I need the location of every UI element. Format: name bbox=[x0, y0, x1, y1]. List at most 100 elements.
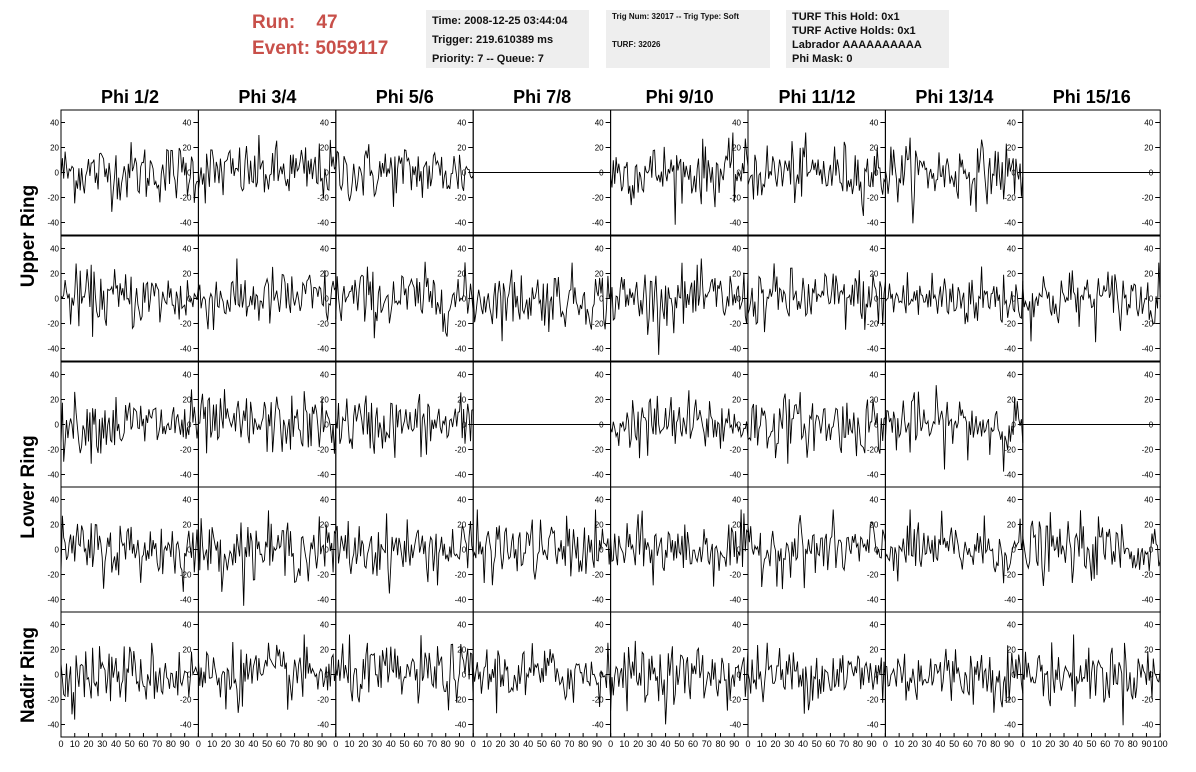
panel-frame bbox=[335, 486, 474, 613]
waveform-trace bbox=[335, 144, 474, 207]
y-tick-label: 20 bbox=[1144, 396, 1153, 405]
y-tick-label: 0 bbox=[737, 546, 742, 555]
y-tick-label: -20 bbox=[47, 571, 59, 580]
y-tick-label: 40 bbox=[869, 245, 878, 254]
y-tick-label: -20 bbox=[180, 194, 192, 203]
y-tick-label: 40 bbox=[732, 371, 741, 380]
x-tick-label: 30 bbox=[922, 739, 932, 749]
turf-active-text: TURF Active Holds: 0x1 bbox=[792, 25, 916, 37]
x-tick-label: 10 bbox=[207, 739, 217, 749]
waveform-trace bbox=[60, 642, 199, 720]
x-tick-label: 0 bbox=[1020, 739, 1025, 749]
y-tick-label: 20 bbox=[50, 646, 59, 655]
y-tick-label: -20 bbox=[180, 320, 192, 329]
y-tick-label: 20 bbox=[732, 144, 741, 153]
y-tick-label: -20 bbox=[47, 696, 59, 705]
panel-frame bbox=[1022, 235, 1161, 362]
waveform-trace bbox=[60, 263, 199, 337]
y-tick-label: -40 bbox=[180, 345, 192, 354]
y-tick-label: 40 bbox=[595, 371, 604, 380]
y-tick-label: -20 bbox=[729, 571, 741, 580]
y-tick-label: 40 bbox=[182, 496, 191, 505]
x-tick-label: 70 bbox=[1114, 739, 1124, 749]
x-tick-label: 30 bbox=[509, 739, 519, 749]
x-tick-label: 10 bbox=[70, 739, 80, 749]
waveform-trace bbox=[472, 642, 612, 714]
x-tick-label: 70 bbox=[977, 739, 987, 749]
y-tick-label: -20 bbox=[592, 320, 604, 329]
y-tick-label: 20 bbox=[869, 270, 878, 279]
y-tick-label: 20 bbox=[457, 270, 466, 279]
panel-frame bbox=[197, 611, 337, 738]
x-tick-label: 20 bbox=[358, 739, 368, 749]
waveform-trace bbox=[610, 509, 749, 587]
y-tick-label: -20 bbox=[317, 696, 329, 705]
y-tick-label: -20 bbox=[1142, 446, 1154, 455]
y-tick-label: -40 bbox=[1142, 345, 1154, 354]
y-tick-label: -20 bbox=[592, 696, 604, 705]
labrador-text: Labrador AAAAAAAAAA bbox=[792, 39, 922, 51]
y-tick-label: -40 bbox=[180, 721, 192, 730]
x-tick-label: 40 bbox=[661, 739, 671, 749]
x-tick-label: 90 bbox=[180, 739, 190, 749]
y-tick-label: -20 bbox=[1004, 194, 1016, 203]
phi-header: Phi 5/6 bbox=[375, 87, 434, 107]
turf-num-text: TURF: 32026 bbox=[612, 40, 661, 49]
x-tick-label: 80 bbox=[578, 739, 588, 749]
x-tick-label: 70 bbox=[564, 739, 574, 749]
y-tick-label: 0 bbox=[462, 169, 467, 178]
y-tick-label: 20 bbox=[595, 396, 604, 405]
x-tick-label: 80 bbox=[1128, 739, 1138, 749]
waveform-trace bbox=[884, 385, 1024, 472]
time-text: Time: 2008-12-25 03:44:04 bbox=[432, 15, 568, 27]
waveform-trace bbox=[885, 266, 1024, 325]
y-tick-label: -20 bbox=[455, 194, 467, 203]
y-tick-label: 20 bbox=[732, 396, 741, 405]
y-tick-label: -20 bbox=[180, 446, 192, 455]
y-tick-label: -40 bbox=[455, 721, 467, 730]
y-tick-label: 40 bbox=[869, 119, 878, 128]
y-tick-label: 20 bbox=[869, 646, 878, 655]
waveform-trace bbox=[747, 132, 886, 216]
trigger-text: Trigger: 219.610389 ms bbox=[432, 34, 554, 46]
x-tick-label: 60 bbox=[688, 739, 698, 749]
y-tick-label: 40 bbox=[320, 496, 329, 505]
y-tick-label: 20 bbox=[1144, 521, 1153, 530]
y-tick-label: 40 bbox=[182, 621, 191, 630]
y-tick-label: -40 bbox=[47, 219, 59, 228]
x-tick-label: 40 bbox=[111, 739, 121, 749]
y-tick-label: -40 bbox=[47, 721, 59, 730]
y-tick-label: 40 bbox=[1144, 496, 1153, 505]
waveform-trace bbox=[472, 509, 612, 586]
y-tick-label: 0 bbox=[1149, 546, 1154, 555]
x-tick-label: 40 bbox=[1073, 739, 1083, 749]
y-tick-label: 0 bbox=[1149, 295, 1154, 304]
waveform-trace bbox=[472, 262, 612, 342]
y-tick-label: 40 bbox=[869, 496, 878, 505]
y-tick-label: 40 bbox=[869, 621, 878, 630]
waveform-trace bbox=[747, 642, 886, 714]
y-tick-label: -40 bbox=[867, 219, 879, 228]
y-tick-label: 40 bbox=[320, 621, 329, 630]
y-tick-label: -40 bbox=[455, 471, 467, 480]
x-tick-label: 60 bbox=[825, 739, 835, 749]
event-value: 5059117 bbox=[315, 38, 389, 59]
